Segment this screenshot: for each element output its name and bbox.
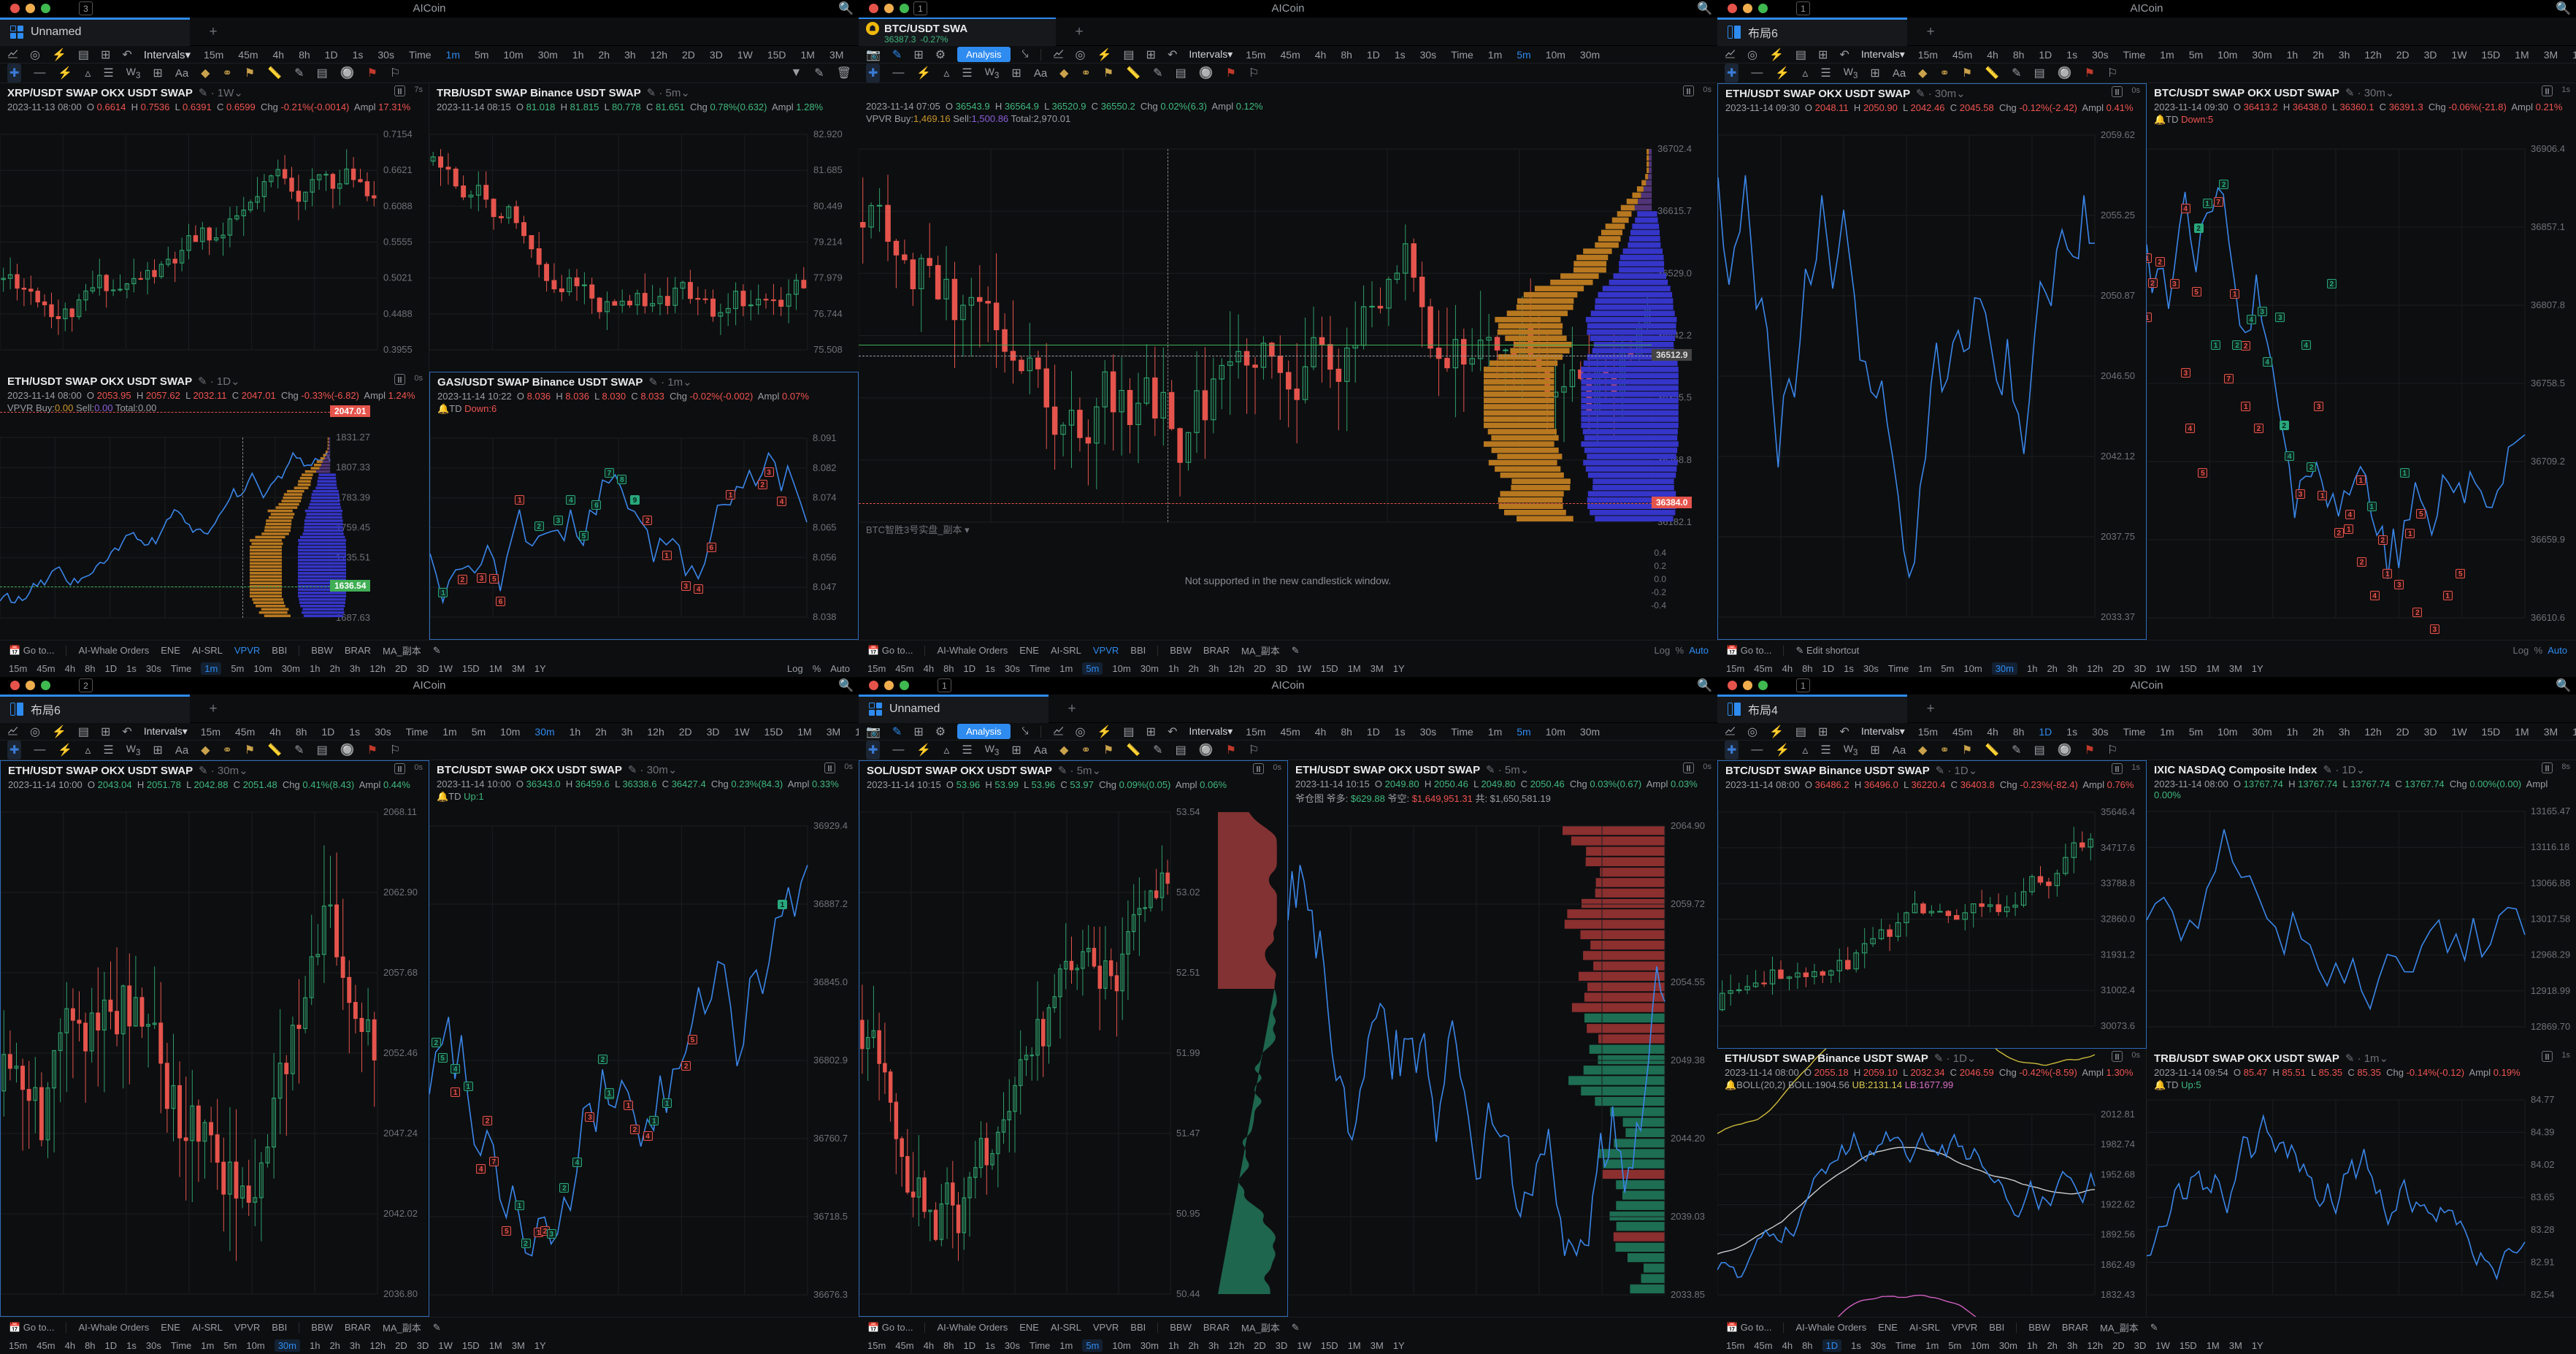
svg-text:0.5021: 0.5021 xyxy=(383,272,413,283)
svg-text:2012.81: 2012.81 xyxy=(2101,1109,2135,1120)
svg-text:35646.4: 35646.4 xyxy=(2101,806,2135,817)
svg-text:2036.80: 2036.80 xyxy=(383,1288,418,1299)
svg-text:0.5555: 0.5555 xyxy=(383,237,413,248)
svg-text:1862.49: 1862.49 xyxy=(2101,1259,2135,1270)
svg-text:84.77: 84.77 xyxy=(2531,1094,2555,1105)
svg-text:2047.24: 2047.24 xyxy=(383,1128,418,1139)
svg-text:0.4488: 0.4488 xyxy=(383,308,413,319)
svg-text:8.091: 8.091 xyxy=(813,432,837,443)
svg-text:36802.9: 36802.9 xyxy=(813,1055,848,1066)
svg-text:2042.12: 2042.12 xyxy=(2101,451,2135,462)
svg-text:36857.1: 36857.1 xyxy=(2531,221,2565,232)
svg-text:1892.56: 1892.56 xyxy=(2101,1229,2135,1240)
svg-text:2057.68: 2057.68 xyxy=(383,967,418,978)
svg-text:2037.75: 2037.75 xyxy=(2101,531,2135,542)
svg-text:8.065: 8.065 xyxy=(813,522,837,533)
svg-text:32860.0: 32860.0 xyxy=(2101,914,2135,925)
svg-text:75.508: 75.508 xyxy=(813,344,843,355)
svg-text:77.979: 77.979 xyxy=(813,272,843,283)
svg-text:2049.38: 2049.38 xyxy=(1671,1055,1705,1066)
svg-text:2059.72: 2059.72 xyxy=(1671,898,1705,909)
svg-text:0.6088: 0.6088 xyxy=(383,200,413,211)
svg-text:1922.62: 1922.62 xyxy=(2101,1199,2135,1210)
svg-text:36887.2: 36887.2 xyxy=(813,898,848,909)
svg-text:2052.46: 2052.46 xyxy=(383,1047,418,1058)
svg-text:13116.18: 13116.18 xyxy=(2531,841,2569,852)
svg-text:12968.29: 12968.29 xyxy=(2531,949,2570,960)
svg-text:2064.90: 2064.90 xyxy=(1671,820,1705,831)
svg-text:36610.6: 36610.6 xyxy=(2531,612,2565,623)
svg-text:2046.50: 2046.50 xyxy=(2101,370,2135,381)
svg-text:0.7154: 0.7154 xyxy=(383,129,413,139)
svg-text:8.038: 8.038 xyxy=(813,611,837,622)
svg-text:8.047: 8.047 xyxy=(813,581,837,592)
svg-text:2054.55: 2054.55 xyxy=(1671,976,1705,987)
svg-text:13066.88: 13066.88 xyxy=(2531,877,2570,888)
svg-text:8.074: 8.074 xyxy=(813,492,837,503)
svg-text:84.02: 84.02 xyxy=(2531,1159,2555,1170)
svg-text:36906.4: 36906.4 xyxy=(2531,143,2565,154)
svg-text:83.28: 83.28 xyxy=(2531,1224,2555,1235)
svg-text:83.65: 83.65 xyxy=(2531,1192,2555,1203)
svg-text:36807.8: 36807.8 xyxy=(2531,299,2565,310)
svg-text:2059.62: 2059.62 xyxy=(2101,129,2135,140)
svg-text:33788.8: 33788.8 xyxy=(2101,878,2135,889)
svg-text:2042.02: 2042.02 xyxy=(383,1208,418,1219)
svg-text:12869.70: 12869.70 xyxy=(2531,1021,2570,1032)
svg-text:13017.58: 13017.58 xyxy=(2531,914,2570,925)
svg-text:8.056: 8.056 xyxy=(813,551,837,562)
svg-text:79.214: 79.214 xyxy=(813,237,843,248)
svg-text:0.3955: 0.3955 xyxy=(383,344,413,355)
svg-text:82.54: 82.54 xyxy=(2531,1289,2555,1300)
svg-text:30073.6: 30073.6 xyxy=(2101,1020,2135,1031)
svg-text:36676.3: 36676.3 xyxy=(813,1289,848,1300)
svg-text:34717.6: 34717.6 xyxy=(2101,842,2135,853)
svg-text:31002.4: 31002.4 xyxy=(2101,984,2135,995)
svg-text:36709.2: 36709.2 xyxy=(2531,456,2565,467)
svg-text:2068.11: 2068.11 xyxy=(383,806,417,817)
svg-text:2050.87: 2050.87 xyxy=(2101,290,2135,301)
svg-text:8.082: 8.082 xyxy=(813,462,837,473)
svg-text:36718.5: 36718.5 xyxy=(813,1211,848,1222)
svg-text:2055.25: 2055.25 xyxy=(2101,210,2135,221)
svg-text:80.449: 80.449 xyxy=(813,200,843,211)
svg-text:0.6621: 0.6621 xyxy=(383,164,413,175)
svg-text:36659.9: 36659.9 xyxy=(2531,534,2565,545)
svg-text:81.685: 81.685 xyxy=(813,164,843,175)
svg-text:76.744: 76.744 xyxy=(813,308,843,319)
svg-text:36845.0: 36845.0 xyxy=(813,976,848,987)
svg-text:31931.2: 31931.2 xyxy=(2101,949,2135,960)
svg-text:2033.85: 2033.85 xyxy=(1671,1289,1705,1300)
svg-text:82.920: 82.920 xyxy=(813,129,843,139)
svg-text:2039.03: 2039.03 xyxy=(1671,1211,1705,1222)
svg-text:2062.90: 2062.90 xyxy=(383,887,418,898)
svg-text:82.91: 82.91 xyxy=(2531,1257,2555,1268)
svg-text:36758.5: 36758.5 xyxy=(2531,378,2565,389)
svg-text:1832.43: 1832.43 xyxy=(2101,1289,2135,1300)
svg-text:1952.68: 1952.68 xyxy=(2101,1169,2135,1179)
svg-text:1982.74: 1982.74 xyxy=(2101,1139,2135,1150)
svg-text:2033.37: 2033.37 xyxy=(2101,611,2135,622)
svg-text:36929.4: 36929.4 xyxy=(813,820,848,831)
svg-text:2044.20: 2044.20 xyxy=(1671,1133,1705,1144)
svg-text:84.39: 84.39 xyxy=(2531,1127,2555,1138)
svg-text:12918.99: 12918.99 xyxy=(2531,985,2570,996)
svg-text:36760.7: 36760.7 xyxy=(813,1133,848,1144)
svg-text:13165.47: 13165.47 xyxy=(2531,806,2570,816)
